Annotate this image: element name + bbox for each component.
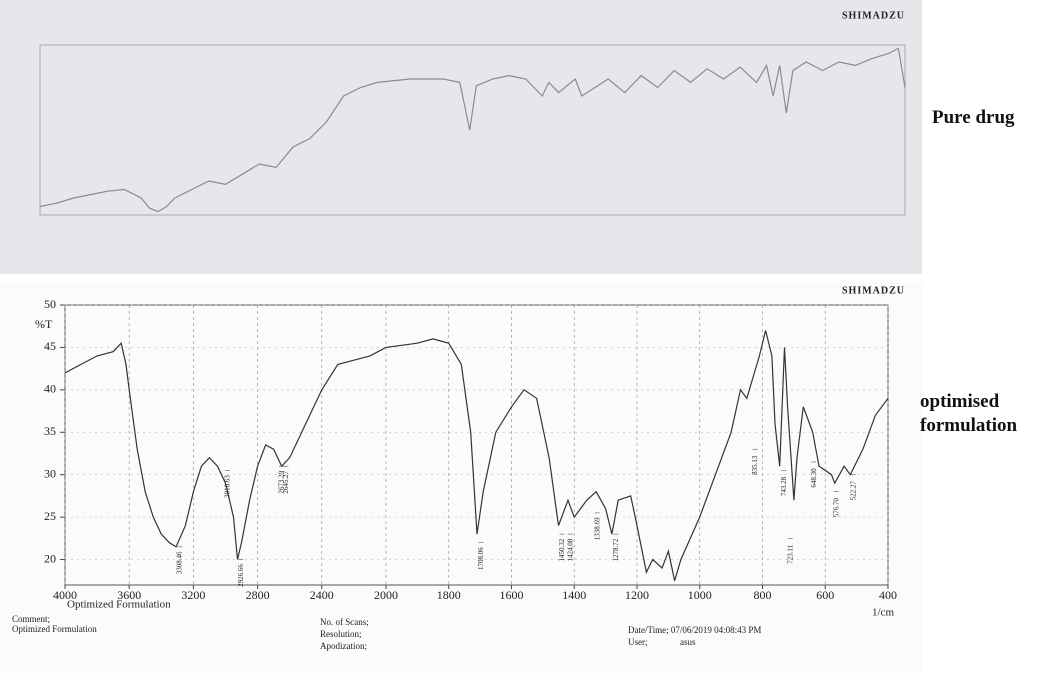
x-tick-label: 2800: [246, 588, 270, 602]
x-tick-label: 1000: [688, 588, 712, 602]
x-tick-label: 3200: [181, 588, 205, 602]
peak-label: 1338.69: [593, 517, 601, 540]
y-tick-label: 30: [44, 466, 56, 480]
peak-label: 3010.63: [223, 475, 231, 498]
peak-label: 835.13: [751, 455, 759, 475]
peak-label: 3308.46: [176, 551, 184, 574]
x-tick-label: 1200: [625, 588, 649, 602]
footer-text: Date/Time; 07/06/2019 04:08:43 PM: [628, 625, 761, 635]
peak-label: 1708.06: [477, 547, 485, 570]
peak-label: 1424.08: [566, 538, 574, 561]
x-tick-label: 3600: [117, 588, 141, 602]
peak-label: 723.11: [786, 544, 794, 563]
peak-label: 576.70: [832, 498, 840, 518]
peak-label: 648.30: [810, 468, 818, 488]
x-tick-label: 1600: [499, 588, 523, 602]
brand: SHIMADZU: [842, 285, 905, 296]
peak-label: 2673.29: [278, 470, 286, 493]
footer-text: Optimized Formulation: [12, 624, 97, 634]
peak-label: 2926.66: [237, 564, 245, 587]
brand: SHIMADZU: [842, 10, 905, 21]
scan-background: [0, 0, 922, 274]
spectrum-line: [39, 47, 906, 213]
y-axis-label: %T: [35, 317, 53, 331]
x-tick-label: 1400: [562, 588, 586, 602]
side-label: optimised formulation: [920, 391, 1018, 436]
side-label: Pure drug: [932, 107, 1015, 128]
x-tick-label: 800: [753, 588, 771, 602]
x-caption: Optimized Formulation: [67, 599, 171, 611]
footer-text: Apodization;: [320, 641, 367, 651]
footer-text: Comment;: [12, 614, 50, 624]
footer-text: asus: [680, 637, 696, 647]
footer-text: No. of Scans;: [320, 617, 369, 627]
peak-label: 1450.32: [558, 538, 566, 561]
footer-text: User;: [628, 637, 648, 647]
x-tick-label: 2400: [310, 588, 334, 602]
peak-label: 1278.72: [612, 538, 620, 561]
y-tick-label: 45: [44, 339, 56, 353]
plot-frame: [39, 44, 906, 216]
x-tick-label: 400: [879, 588, 897, 602]
y-tick-label: 25: [44, 509, 56, 523]
peak-label: 743.28: [780, 476, 788, 496]
x-tick-label: 2000: [374, 588, 398, 602]
peak-label: 2645.27: [282, 470, 290, 493]
y-tick-label: 50: [44, 297, 56, 311]
x-axis-label: 1/cm: [872, 607, 894, 619]
footer-text: Resolution;: [320, 629, 362, 639]
y-tick-label: 40: [44, 382, 56, 396]
x-tick-label: 1800: [437, 588, 461, 602]
x-tick-label: 600: [816, 588, 834, 602]
peak-label: 522.27: [849, 481, 857, 501]
spectrum-line: [64, 330, 889, 581]
y-tick-label: 35: [44, 424, 56, 438]
x-tick-label: 4000: [53, 588, 77, 602]
y-tick-label: 20: [44, 551, 56, 565]
